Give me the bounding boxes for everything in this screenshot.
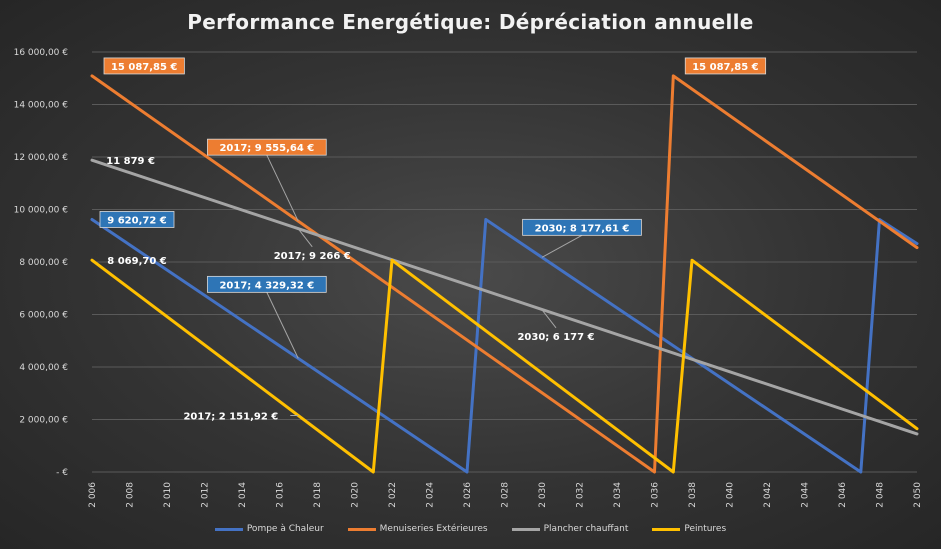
y-tick-label: 14 000,00 €: [14, 101, 69, 111]
x-tick-label: 2 010: [163, 482, 173, 508]
data-label: 15 087,85 €: [111, 62, 177, 73]
series-line-3: [90, 258, 919, 474]
x-tick-label: 2 008: [126, 482, 136, 508]
data-label: 2030; 6 177 €: [517, 332, 594, 343]
y-tick-label: 8 000,00 €: [19, 258, 68, 268]
legend-item: Menuiseries Extérieures: [347, 524, 488, 534]
x-tick-label: 2 006: [88, 482, 98, 508]
series-line-0: [90, 218, 919, 474]
x-tick-label: 2 044: [801, 482, 811, 508]
y-tick-label: 10 000,00 €: [14, 206, 69, 216]
legend-label: Pompe à Chaleur: [246, 524, 324, 534]
data-label-box: [207, 275, 327, 293]
series-line-2: [90, 158, 919, 436]
legend-label: Plancher chauffant: [543, 524, 629, 534]
x-tick-label: 2 024: [426, 482, 436, 508]
y-tick-label: 2 000,00 €: [19, 416, 68, 426]
x-tick-label: 2 012: [201, 482, 211, 508]
data-label-box: [103, 57, 185, 75]
x-tick-label: 2 040: [726, 482, 736, 508]
legend-label: Peintures: [684, 524, 727, 534]
x-tick-label: 2 028: [501, 482, 511, 508]
data-label: 2017; 9 266 €: [274, 251, 351, 262]
data-label: 2017; 9 555,64 €: [219, 143, 314, 154]
legend-item: Plancher chauffant: [511, 524, 629, 534]
x-tick-label: 2 026: [463, 482, 473, 508]
data-label-leader: [541, 234, 583, 258]
data-label-leader: [297, 228, 313, 248]
legend: Pompe à Chaleur Menuiseries Extérieures Pl…: [0, 524, 941, 534]
x-tick-label: 2 018: [313, 482, 323, 508]
data-label-leader: [541, 309, 557, 329]
x-tick-label: 2 050: [913, 482, 923, 508]
data-label: 2030; 8 177,61 €: [535, 223, 630, 234]
data-label: 8 069,70 €: [107, 256, 167, 267]
x-tick-label: 2 034: [613, 482, 623, 508]
data-label: 2017; 2 151,92 €: [183, 412, 278, 423]
data-label-leader: [266, 154, 299, 222]
x-tick-label: 2 020: [351, 482, 361, 508]
data-label-box: [522, 218, 642, 236]
x-tick-label: 2 048: [876, 482, 886, 508]
legend-swatch: [652, 527, 681, 531]
data-label-box: [684, 57, 767, 75]
data-label-leader: [266, 292, 299, 359]
legend-label: Menuiseries Extérieures: [379, 524, 488, 534]
x-tick-label: 2 030: [538, 482, 548, 508]
y-tick-label: - €: [56, 468, 68, 478]
x-tick-label: 2 042: [763, 482, 773, 508]
x-tick-label: 2 022: [388, 482, 398, 508]
data-label-box: [99, 211, 175, 228]
data-label-box: [207, 138, 327, 156]
x-tick-label: 2 016: [276, 482, 286, 508]
data-label: 2017; 4 329,32 €: [219, 280, 314, 291]
x-tick-label: 2 036: [651, 482, 661, 508]
legend-item: Peintures: [652, 524, 726, 534]
legend-item: Pompe à Chaleur: [214, 524, 324, 534]
legend-swatch: [347, 527, 376, 531]
y-tick-label: 4 000,00 €: [19, 363, 68, 373]
legend-swatch: [511, 527, 540, 531]
y-tick-label: 16 000,00 €: [14, 48, 69, 58]
data-label: 11 879 €: [106, 156, 155, 167]
x-tick-label: 2 032: [576, 482, 586, 508]
data-label: 9 620,72 €: [107, 215, 167, 226]
data-label: 15 087,85 €: [692, 62, 758, 73]
x-tick-label: 2 046: [838, 482, 848, 508]
x-tick-label: 2 014: [238, 482, 248, 508]
legend-swatch: [214, 527, 243, 531]
y-tick-label: 12 000,00 €: [14, 153, 69, 163]
x-tick-label: 2 038: [688, 482, 698, 508]
chart-title: Performance Energétique: Dépréciation an…: [187, 10, 754, 34]
y-tick-label: 6 000,00 €: [19, 311, 68, 321]
series-line-1: [90, 74, 919, 474]
